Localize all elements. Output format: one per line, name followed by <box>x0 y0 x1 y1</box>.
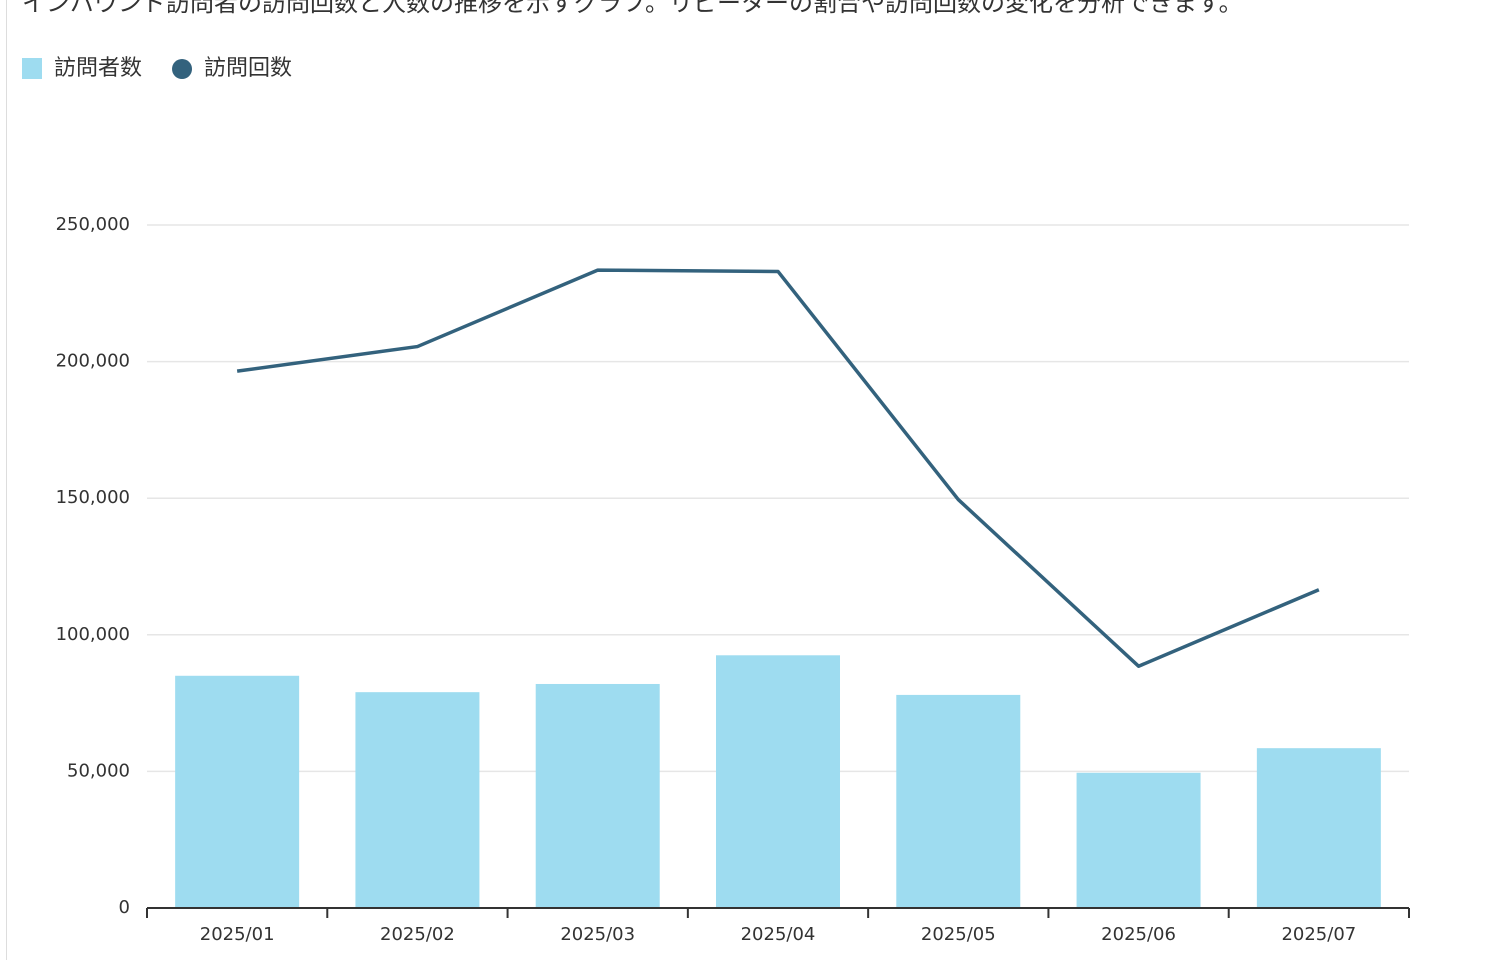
x-tick-label: 2025/06 <box>1101 924 1176 945</box>
y-tick-label: 100,000 <box>56 624 130 645</box>
y-tick-label: 0 <box>119 897 130 918</box>
y-tick-label: 50,000 <box>67 760 130 781</box>
bar <box>1076 772 1201 908</box>
x-tick-label: 2025/07 <box>1281 924 1356 945</box>
line <box>236 268 1320 668</box>
legend-swatch <box>172 59 193 79</box>
y-tick-label: 250,000 <box>56 214 130 235</box>
legend-label: 訪問者数 <box>54 56 142 81</box>
y-tick-label: 200,000 <box>56 351 130 372</box>
bar <box>716 655 840 908</box>
legend-label: 訪問回数 <box>204 56 292 81</box>
chart-subtitle: インバウンド訪問者の訪問回数と人数の推移を示すグラフ。リピーターの割合や訪問回数… <box>22 0 1243 17</box>
x-tick-label: 2025/01 <box>200 924 275 945</box>
x-tick-label: 2025/05 <box>921 924 996 945</box>
bar <box>535 683 660 908</box>
x-tick-label: 2025/02 <box>380 924 455 945</box>
bar <box>355 692 480 908</box>
y-tick-label: 150,000 <box>56 487 130 508</box>
x-tick-label: 2025/04 <box>741 924 816 945</box>
bar <box>175 675 300 908</box>
bar <box>1256 748 1381 908</box>
legend-swatch <box>22 58 42 79</box>
bar <box>896 694 1021 908</box>
x-tick-label: 2025/03 <box>560 924 635 945</box>
